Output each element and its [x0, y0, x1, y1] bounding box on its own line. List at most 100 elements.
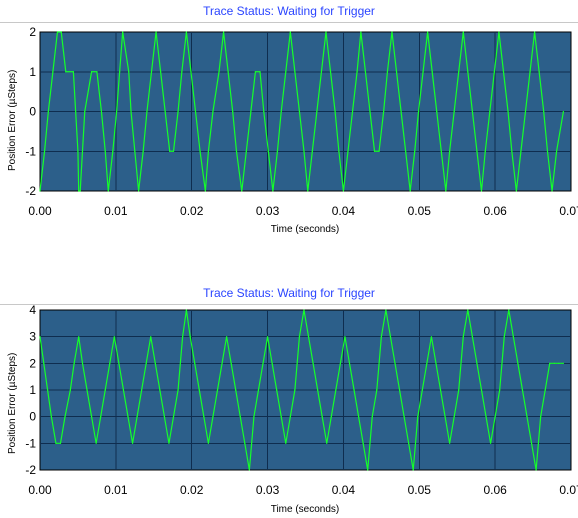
trace-point [116, 110, 118, 113]
trace-point [267, 150, 269, 152]
trace-point [262, 362, 264, 364]
trace-point [348, 362, 351, 364]
trace-point [480, 389, 483, 391]
trace-point [138, 190, 140, 192]
trace-point [73, 362, 75, 364]
trace-point [207, 150, 210, 152]
trace-point [136, 416, 138, 418]
trace-point [104, 150, 106, 152]
trace-point [118, 362, 120, 364]
trace-point [276, 389, 278, 391]
y-tick-label: -2 [25, 463, 36, 477]
trace-point [422, 71, 424, 73]
trace-point [185, 31, 188, 33]
trace-point [499, 389, 501, 391]
trace-point [498, 31, 500, 33]
trace-point [436, 110, 438, 113]
trace-point [520, 150, 522, 152]
trace-point [394, 362, 396, 364]
trace-point [538, 71, 540, 73]
trace-point [146, 110, 148, 113]
trace-point [113, 336, 115, 338]
trace-point [203, 416, 205, 418]
trace-point [122, 31, 124, 33]
trace-point [289, 31, 291, 33]
trace-point [515, 190, 517, 192]
trace-point [364, 71, 367, 73]
trace-point [427, 31, 429, 33]
trace-point [316, 110, 318, 113]
trace-point [485, 416, 487, 418]
trace-panel-2: Trace Status: Waiting for Trigger 4 3 2 1 0 -… [0, 282, 578, 518]
trace-point [320, 71, 323, 73]
trace-point [453, 110, 455, 113]
trace-point [351, 110, 354, 113]
trace-panel-1: Trace Status: Waiting for Trigger 2 1 0 -1 -… [0, 0, 578, 236]
trace-point [512, 336, 514, 338]
trace-point [431, 71, 433, 73]
trace-point [353, 389, 355, 391]
trace-point [555, 150, 558, 152]
trace-point [77, 150, 79, 152]
trace-point [371, 416, 373, 418]
trace-point [142, 150, 144, 152]
trace-point [163, 416, 166, 418]
trace-point [185, 309, 188, 311]
trace-point [326, 442, 328, 444]
trace-point [489, 110, 491, 113]
trace-point [385, 309, 387, 311]
trace-point [339, 362, 341, 364]
x-tick-label: 0.06 [483, 483, 507, 497]
trace-point [471, 336, 473, 338]
trace-point [78, 336, 80, 338]
trace-point [417, 416, 419, 418]
trace-point [378, 150, 380, 152]
trace-point [199, 150, 201, 152]
trace-point [562, 110, 565, 113]
y-tick-label: 4 [29, 303, 36, 317]
trace-point [127, 416, 129, 418]
trace-point [440, 150, 442, 152]
trace-point [325, 31, 327, 33]
trace-point [489, 442, 492, 444]
trace-point [285, 71, 287, 73]
trace-point [289, 416, 291, 418]
trace-point [244, 442, 246, 444]
trace-point [298, 336, 301, 338]
x-tick-label: 0.05 [408, 483, 432, 497]
trace-point [321, 416, 323, 418]
trace-point [303, 309, 305, 311]
x-tick-label: 0.01 [104, 483, 128, 497]
trace-point [109, 362, 111, 364]
trace-point [128, 71, 130, 73]
trace-point [508, 309, 510, 311]
trace-point [104, 389, 106, 391]
trace-point [360, 31, 362, 33]
x-axis-label: Time (seconds) [271, 224, 340, 235]
trace-point [150, 71, 153, 73]
trace-point [221, 362, 223, 364]
trace-point [65, 71, 67, 73]
trace-point [430, 336, 433, 338]
trace-point [540, 416, 542, 418]
trace-point [257, 389, 260, 391]
trace-point [181, 71, 183, 73]
trace-point [235, 150, 238, 152]
title-divider [0, 304, 578, 305]
x-tick-label: 0.05 [408, 204, 432, 218]
trace-point [529, 71, 531, 73]
x-axis-ticks: 0.00 0.01 0.02 0.03 0.04 0.05 0.06 0.07 [28, 483, 578, 497]
trace-point [358, 416, 360, 418]
trace-point [198, 389, 200, 391]
trace-point [484, 150, 486, 152]
y-axis-ticks: 2 1 0 -1 -2 [25, 25, 36, 198]
trace-point [159, 389, 161, 391]
trace-point [408, 442, 410, 444]
trace-point [480, 190, 483, 192]
trace-point [253, 416, 255, 418]
trace-point [467, 71, 469, 73]
trace-point [426, 362, 428, 364]
trace-point [122, 389, 125, 391]
trace-point [56, 31, 59, 33]
